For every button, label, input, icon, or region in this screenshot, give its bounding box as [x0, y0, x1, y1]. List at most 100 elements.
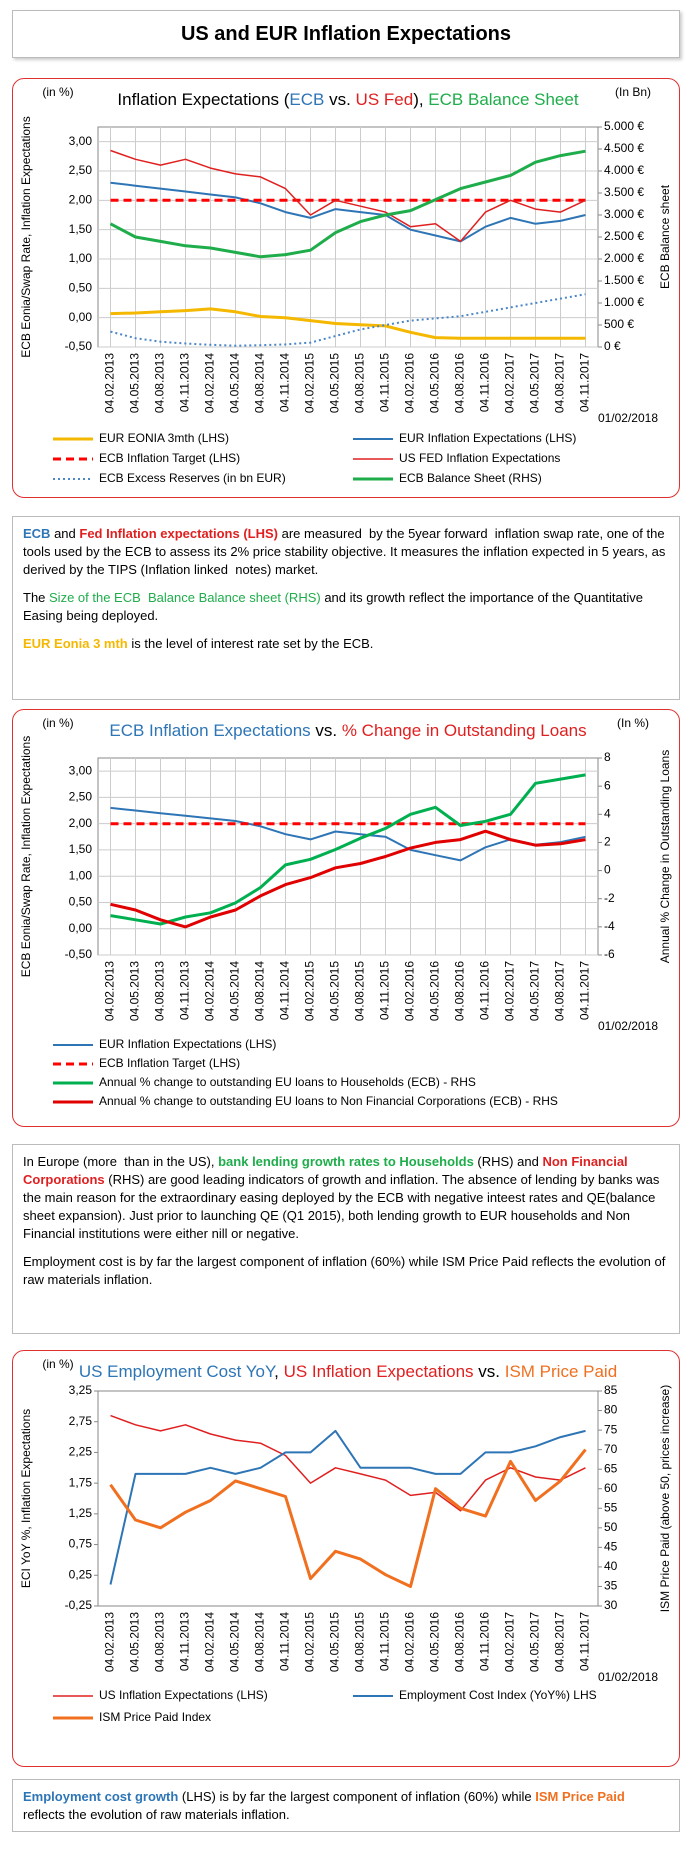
y2-tick-label: 0 [604, 863, 611, 877]
y2-axis-label: ECB Balance sheet [658, 184, 672, 289]
x-tick-label: 04.02.2013 [103, 353, 117, 413]
chart-title: Inflation Expectations (ECB vs. US Fed),… [117, 90, 578, 109]
y-tick-label: 1,25 [69, 1506, 93, 1520]
series-line [110, 806, 586, 862]
x-tick-label: 04.08.2016 [453, 1612, 467, 1672]
text-run: bank lending growth rates to Households [218, 1154, 474, 1169]
chart-panel: Inflation Expectations (ECB vs. US Fed),… [12, 78, 680, 498]
x-tick-label: 04.11.2017 [578, 1612, 592, 1671]
note-box: ECB and Fed Inflation expectations (LHS)… [12, 516, 680, 700]
text-run: and its growth reflect the importance of… [23, 589, 647, 623]
x-tick-label: 04.02.2016 [403, 1612, 417, 1672]
y-tick-label: -0,50 [65, 947, 93, 961]
y2-tick-label: -6 [604, 947, 615, 961]
x-tick-label: 04.11.2017 [578, 353, 592, 412]
title-part: vs. [311, 721, 342, 740]
text-run: ISM Price Paid [535, 1789, 625, 1804]
y2-tick-label: 5.000 € [604, 119, 644, 133]
x-tick-label: 04.11.2016 [478, 1612, 492, 1671]
y2-tick-label: 2.000 € [604, 251, 644, 265]
chart-panel: US Employment Cost YoY, US Inflation Exp… [12, 1350, 680, 1767]
y2-tick-label: 6 [604, 778, 611, 792]
x-tick-label: 04.02.2015 [303, 1612, 317, 1672]
x-tick-label: 04.11.2013 [178, 353, 192, 412]
y-tick-label: -0,50 [65, 339, 93, 353]
note-box: Employment cost growth (LHS) is by far t… [12, 1779, 680, 1832]
x-tick-label: 04.02.2015 [303, 961, 317, 1021]
y-axis-label: ECI YoY %, Inflation Expectations [19, 1409, 33, 1588]
title-part: , [274, 1362, 283, 1381]
title-part: ECB [289, 90, 324, 109]
y2-tick-label: 65 [604, 1461, 618, 1475]
y-tick-label: 2,00 [69, 193, 93, 207]
x-tick-label: 04.02.2017 [503, 353, 517, 413]
plot-frame [97, 757, 599, 956]
legend-label: Annual % change to outstanding EU loans … [99, 1075, 476, 1089]
x-tick-label: 04.08.2015 [353, 961, 367, 1021]
y-tick-label: 1,75 [69, 1475, 93, 1489]
x-tick-label: 04.02.2015 [303, 353, 317, 413]
plot-frame [97, 1390, 599, 1607]
x-tick-label: 04.11.2017 [578, 961, 592, 1020]
x-tick-label: 04.05.2016 [428, 1612, 442, 1672]
chart-title: US Employment Cost YoY, US Inflation Exp… [79, 1362, 617, 1381]
title-part: US Inflation Expectations [284, 1362, 474, 1381]
y-tick-label: 0,50 [69, 895, 93, 909]
x-tick-label: 04.11.2015 [378, 1612, 392, 1671]
legend-label: ECB Inflation Target (LHS) [99, 451, 240, 465]
text-run: EUR Eonia 3 mth [23, 635, 128, 651]
legend-label: ECB Inflation Target (LHS) [99, 1056, 240, 1070]
title-part: US Fed [356, 90, 414, 109]
page-title: US and EUR Inflation Expectations [12, 10, 680, 58]
x-tick-label: 04.02.2016 [403, 353, 417, 413]
series-line [110, 181, 586, 243]
y2-tick-label: 500 € [604, 317, 634, 331]
text-run: In Europe (more than in the US), [23, 1154, 219, 1169]
y-tick-label: 0,00 [69, 310, 93, 324]
x-tick-label: 04.08.2017 [553, 961, 567, 1021]
paragraph: Employment cost is by far the largest co… [23, 1253, 669, 1289]
paragraph: EUR Eonia 3 mth is the level of interest… [23, 635, 669, 653]
x-tick-label: 04.11.2013 [178, 961, 192, 1020]
x-tick-label: 04.05.2015 [328, 353, 342, 413]
date-note: 01/02/2018 [598, 1670, 658, 1684]
legend-label: EUR Inflation Expectations (LHS) [99, 1037, 276, 1051]
y-tick-label: 2,50 [69, 163, 93, 177]
chart: Inflation Expectations (ECB vs. US Fed),… [19, 85, 672, 485]
y2-tick-label: 8 [604, 750, 611, 764]
paragraph: In Europe (more than in the US), bank le… [23, 1153, 669, 1243]
y-axis-label: ECB Eonia/Swap Rate, Inflation Expectati… [19, 116, 33, 357]
legend-label: Annual % change to outstanding EU loans … [99, 1094, 558, 1108]
y2-tick-label: 40 [604, 1559, 618, 1573]
y-axis-label: ECB Eonia/Swap Rate, Inflation Expectati… [19, 736, 33, 977]
x-tick-label: 04.08.2017 [553, 1612, 567, 1672]
y2-tick-label: 2.500 € [604, 229, 644, 243]
x-tick-label: 04.08.2015 [353, 353, 367, 413]
series-line [109, 1448, 587, 1588]
text-run: are measured by the 5year forward inflat… [23, 526, 670, 577]
y-tick-label: 1,00 [69, 251, 93, 265]
y2-tick-label: 3.000 € [604, 207, 644, 221]
legend-label: ECB Balance Sheet (RHS) [399, 471, 542, 485]
title-part: ECB Balance Sheet [428, 90, 579, 109]
x-tick-label: 04.02.2017 [503, 1612, 517, 1672]
legend-label: US Inflation Expectations (LHS) [99, 1688, 268, 1702]
x-tick-label: 04.05.2017 [528, 353, 542, 413]
legend-label: ECB Excess Reserves (in bn EUR) [99, 471, 286, 485]
y2-tick-label: 4 [604, 806, 611, 820]
y-tick-label: -0,25 [65, 1598, 93, 1612]
title-part: ), [413, 90, 428, 109]
title-part: % Change in Outstanding Loans [342, 721, 587, 740]
y2-axis-label: Annual % Change in Outstanding Loans [658, 750, 672, 964]
x-tick-label: 04.05.2015 [328, 1612, 342, 1672]
x-tick-label: 04.05.2014 [228, 1612, 242, 1672]
title-part: ISM Price Paid [505, 1362, 617, 1381]
x-tick-label: 04.11.2014 [278, 961, 292, 1020]
title-part: ECB Inflation Expectations [109, 721, 310, 740]
series-line [109, 1429, 586, 1585]
y2-tick-label: 35 [604, 1579, 618, 1593]
plot-frame [97, 126, 599, 348]
legend-label: EUR EONIA 3mth (LHS) [99, 431, 229, 445]
y2-tick-label: -2 [604, 891, 615, 905]
